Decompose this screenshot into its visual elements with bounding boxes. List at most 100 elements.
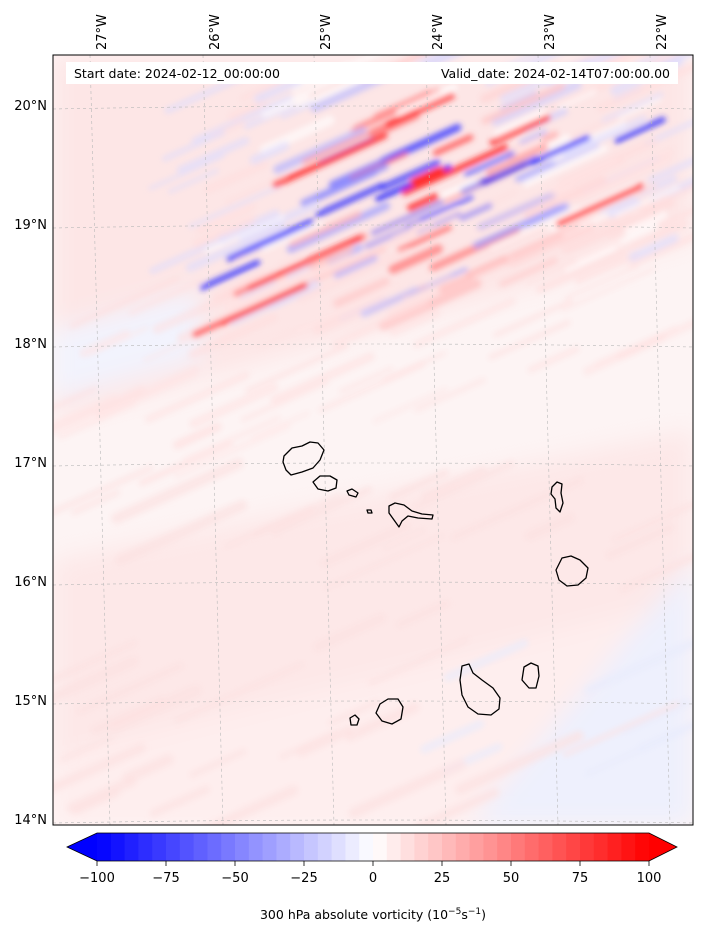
vorticity-streak (382, 351, 447, 383)
lon-label-25w: 25°W (319, 14, 334, 50)
colorbar-cell (621, 833, 636, 861)
vorticity-streak (185, 222, 286, 272)
colorbar-cell (124, 833, 139, 861)
vorticity-streak (382, 528, 426, 550)
vorticity-streak (373, 387, 448, 424)
vorticity-streak (173, 662, 304, 724)
vorticity-streak (295, 282, 403, 334)
vorticity-streak (412, 297, 516, 348)
vorticity-streak (338, 366, 394, 394)
parallel-line (53, 819, 693, 824)
vorticity-streak (53, 387, 97, 410)
latitude-labels: 20°N 19°N 18°N 17°N 16°N 15°N 14°N (14, 99, 47, 828)
vorticity-streak (652, 207, 693, 230)
vorticity-streak (276, 254, 303, 269)
vorticity-streak (569, 111, 628, 139)
coastlines (282, 441, 589, 726)
vorticity-streak (192, 215, 256, 248)
vorticity-streak (296, 725, 354, 757)
colorbar-tick-label-50: 50 (503, 871, 520, 886)
vorticity-streak (556, 183, 644, 227)
vorticity-streak (204, 785, 299, 825)
colorbar-cell (414, 833, 429, 861)
vorticity-streak (300, 163, 389, 207)
colorbar-cell (235, 833, 250, 861)
parallel-line (53, 462, 693, 467)
vorticity-streak (286, 202, 391, 253)
vorticity-streak (407, 193, 439, 212)
vorticity-streak (639, 55, 650, 58)
vorticity-streak (174, 423, 291, 479)
vorticity-streak (421, 55, 461, 70)
lat-label-19n: 19°N (14, 218, 47, 233)
vorticity-streak (410, 166, 443, 186)
vorticity-streak (53, 656, 139, 704)
vorticity-streak (619, 553, 693, 593)
meridian-line (537, 55, 559, 825)
vorticity-streak (79, 329, 131, 358)
vorticity-streak (396, 599, 450, 628)
colorbar-cell (442, 833, 457, 861)
vorticity-streak (380, 123, 462, 165)
vorticity-streak (293, 254, 352, 285)
vorticity-streak (331, 300, 429, 348)
vorticity-streak (362, 219, 422, 249)
vorticity-streak (67, 776, 137, 813)
vorticity-streak (415, 788, 500, 825)
colorbar-cell (428, 833, 443, 861)
vorticity-streak (192, 282, 308, 338)
colorbar-cell (290, 833, 305, 861)
vorticity-streak (420, 465, 487, 500)
vorticity-streak (584, 638, 693, 694)
island-ilheu-raso (366, 509, 373, 514)
vorticity-streak (493, 298, 574, 338)
colorbar-cell (110, 833, 125, 861)
colorbar-cell (359, 833, 374, 861)
vorticity-streak (637, 721, 693, 752)
vorticity-streak (114, 500, 248, 566)
vorticity-streak (53, 743, 146, 793)
parallel-line (53, 224, 693, 229)
vorticity-streak (538, 158, 616, 197)
vorticity-streak (225, 175, 286, 205)
vorticity-streak (405, 189, 517, 243)
island-sal (550, 481, 564, 513)
colorbar-cell (179, 833, 194, 861)
vorticity-streak (111, 458, 244, 524)
vorticity-streak (605, 523, 675, 559)
colorbar-cell (511, 833, 526, 861)
vorticity-streak (167, 168, 219, 194)
parallel-line (53, 343, 693, 348)
vorticity-streak (227, 98, 269, 122)
vorticity-streak (373, 90, 434, 122)
start-date-label: Start date: 2024-02-12_00:00:00 (74, 66, 280, 81)
meridian-line (202, 55, 224, 825)
vorticity-streak (144, 371, 250, 423)
lon-label-24w: 24°W (431, 14, 446, 50)
colorbar-cell (635, 833, 650, 861)
lon-label-27w: 27°W (95, 14, 110, 50)
vorticity-streak (420, 720, 485, 754)
gridlines (53, 55, 693, 825)
vorticity-streak (368, 637, 469, 686)
vorticity-streak (519, 129, 547, 145)
vorticity-streak (481, 82, 566, 125)
colorbar-cell (593, 833, 608, 861)
meridian-line (425, 55, 447, 825)
island-santiago (459, 663, 501, 716)
vorticity-streak (152, 285, 249, 334)
colorbar-tick-label-75: 75 (572, 871, 589, 886)
vorticity-streak (574, 251, 639, 284)
vorticity-streak (138, 440, 233, 486)
vorticity-streak (53, 393, 117, 427)
vorticity-streak (109, 684, 202, 733)
vorticity-streak (226, 218, 314, 262)
vorticity-streak (564, 264, 640, 300)
map-frame (52, 54, 694, 826)
vorticity-streak (569, 55, 602, 69)
vorticity-streak (53, 385, 146, 435)
vorticity-streak (233, 233, 367, 297)
vorticity-streak (556, 147, 675, 206)
island-sao-vicente (312, 475, 338, 492)
colorbar-cell (207, 833, 222, 861)
